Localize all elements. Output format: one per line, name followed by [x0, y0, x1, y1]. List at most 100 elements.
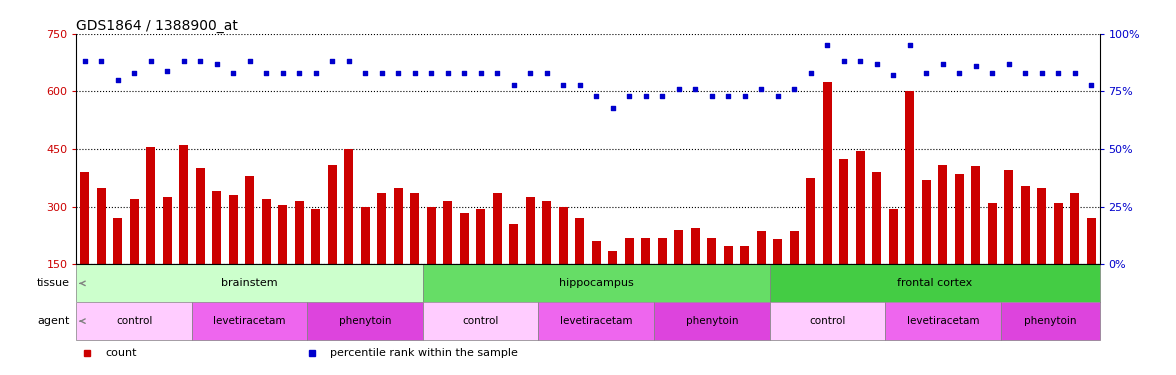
Bar: [906, 92, 914, 264]
Bar: [774, 240, 782, 264]
Point: [505, 81, 523, 87]
Bar: [295, 201, 303, 264]
Point: [587, 93, 606, 99]
Point: [851, 58, 870, 64]
Point: [439, 70, 457, 76]
Bar: [245, 176, 254, 264]
Point: [108, 77, 127, 83]
Point: [1016, 70, 1035, 76]
Bar: [1001, 302, 1100, 340]
Text: agent: agent: [38, 316, 69, 326]
Point: [768, 93, 787, 99]
Point: [322, 58, 342, 64]
Bar: [938, 165, 948, 264]
Bar: [769, 302, 886, 340]
Point: [256, 70, 275, 76]
Bar: [179, 145, 188, 264]
Point: [1065, 70, 1084, 76]
Bar: [443, 201, 453, 264]
Bar: [1037, 188, 1047, 264]
Bar: [657, 238, 667, 264]
Point: [455, 70, 474, 76]
Text: levetiracetam: levetiracetam: [214, 316, 286, 326]
Bar: [707, 238, 716, 264]
Point: [868, 61, 887, 67]
Bar: [1004, 170, 1014, 264]
Bar: [823, 82, 831, 264]
Point: [75, 58, 94, 64]
Point: [1033, 70, 1051, 76]
Bar: [212, 191, 221, 264]
Bar: [769, 264, 1100, 302]
Bar: [509, 224, 519, 264]
Bar: [162, 197, 172, 264]
Point: [967, 63, 985, 69]
Bar: [542, 201, 552, 264]
Bar: [840, 159, 848, 264]
Bar: [654, 302, 769, 340]
Text: phenytoin: phenytoin: [339, 316, 392, 326]
Point: [472, 70, 490, 76]
Point: [751, 86, 770, 92]
Point: [719, 93, 737, 99]
Text: control: control: [809, 316, 846, 326]
Bar: [624, 238, 634, 264]
Point: [636, 93, 655, 99]
Bar: [80, 172, 89, 264]
Point: [686, 86, 704, 92]
Point: [389, 70, 408, 76]
Point: [934, 61, 953, 67]
Bar: [394, 188, 402, 264]
Bar: [345, 149, 353, 264]
Bar: [328, 165, 336, 264]
Point: [406, 70, 425, 76]
Point: [158, 68, 176, 74]
Point: [950, 70, 969, 76]
Bar: [1054, 203, 1063, 264]
Bar: [423, 264, 769, 302]
Point: [174, 58, 193, 64]
Text: levetiracetam: levetiracetam: [560, 316, 633, 326]
Bar: [1021, 186, 1030, 264]
Text: phenytoin: phenytoin: [1024, 316, 1076, 326]
Bar: [76, 264, 423, 302]
Bar: [559, 207, 568, 264]
Bar: [192, 302, 307, 340]
Point: [801, 70, 820, 76]
Point: [373, 70, 392, 76]
Point: [917, 70, 936, 76]
Bar: [279, 205, 287, 264]
Point: [422, 70, 441, 76]
Bar: [971, 166, 981, 264]
Point: [983, 70, 1002, 76]
Bar: [228, 195, 238, 264]
Bar: [96, 188, 106, 264]
Bar: [723, 246, 733, 264]
Text: phenytoin: phenytoin: [686, 316, 739, 326]
Point: [1000, 61, 1018, 67]
Bar: [307, 302, 423, 340]
Bar: [113, 218, 122, 264]
Point: [141, 58, 160, 64]
Point: [306, 70, 325, 76]
Bar: [674, 230, 683, 264]
Point: [289, 70, 308, 76]
Point: [488, 70, 507, 76]
Bar: [756, 231, 766, 264]
Bar: [608, 251, 617, 264]
Bar: [361, 207, 369, 264]
Bar: [129, 199, 139, 264]
Text: percentile rank within the sample: percentile rank within the sample: [330, 348, 519, 358]
Point: [834, 58, 853, 64]
Text: count: count: [105, 348, 136, 358]
Bar: [312, 209, 320, 264]
Bar: [873, 172, 881, 264]
Bar: [988, 203, 997, 264]
Bar: [377, 194, 386, 264]
Point: [537, 70, 556, 76]
Bar: [195, 168, 205, 264]
Text: levetiracetam: levetiracetam: [907, 316, 980, 326]
Bar: [641, 238, 650, 264]
Bar: [427, 207, 436, 264]
Point: [273, 70, 292, 76]
